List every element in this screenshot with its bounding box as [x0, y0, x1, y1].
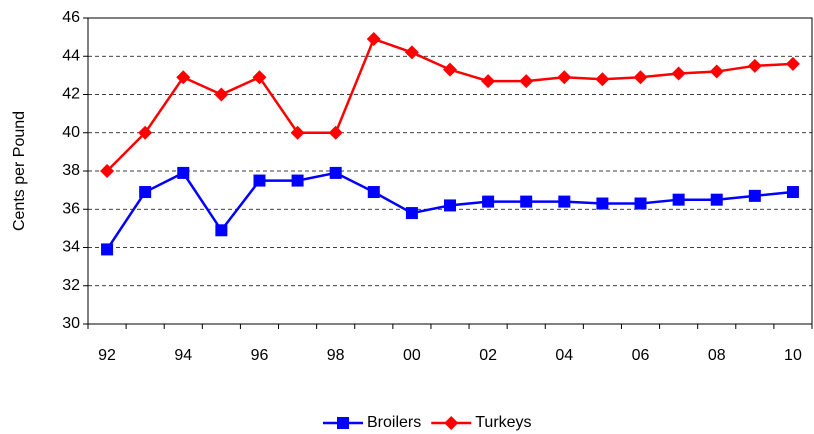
- x-tick-label: 02: [479, 347, 497, 364]
- x-tick-label: 04: [555, 347, 573, 364]
- legend-label: Turkeys: [475, 414, 531, 431]
- data-point: [405, 207, 418, 220]
- data-point: [785, 56, 800, 71]
- x-tick-label: 94: [174, 347, 192, 364]
- data-point: [366, 32, 381, 47]
- y-tick-label: 46: [62, 9, 80, 26]
- data-point: [214, 87, 229, 102]
- data-point: [481, 74, 496, 89]
- data-point: [329, 166, 342, 179]
- y-tick-label: 34: [62, 239, 80, 256]
- data-point: [252, 70, 267, 85]
- series-line: [106, 37, 794, 172]
- data-point: [444, 199, 456, 212]
- data-point: [138, 125, 153, 140]
- data-point: [101, 243, 114, 256]
- x-tick-label: 92: [98, 347, 116, 364]
- data-point: [176, 70, 191, 85]
- data-point: [596, 197, 609, 210]
- data-point: [328, 125, 343, 140]
- y-tick-label: 36: [62, 200, 80, 217]
- data-point: [520, 195, 533, 208]
- x-tick-label: 10: [784, 347, 802, 364]
- data-point: [671, 66, 686, 81]
- y-axis-label: Cents per Pound: [11, 111, 28, 231]
- data-point: [291, 174, 304, 187]
- data-point: [139, 186, 152, 199]
- data-point: [672, 193, 685, 206]
- x-tick-label: 06: [632, 347, 650, 364]
- y-tick-label: 44: [62, 47, 80, 64]
- data-point: [747, 58, 762, 73]
- y-tick-label: 32: [62, 277, 80, 294]
- data-point: [710, 193, 723, 206]
- data-point: [595, 72, 610, 87]
- data-point: [633, 70, 648, 85]
- data-point: [482, 195, 495, 208]
- x-tick-label: 96: [251, 347, 269, 364]
- legend-label: Broilers: [367, 414, 421, 431]
- data-point: [290, 125, 305, 140]
- data-point: [557, 70, 572, 85]
- data-point: [634, 197, 647, 210]
- y-tick-label: 42: [62, 86, 80, 103]
- data-point: [253, 174, 266, 187]
- y-tick-label: 38: [62, 162, 80, 179]
- data-point: [100, 164, 115, 178]
- y-tick-label: 40: [62, 124, 80, 141]
- data-point: [558, 195, 571, 208]
- data-point: [748, 189, 761, 202]
- y-tick-label: 30: [62, 315, 80, 332]
- data-point: [709, 64, 724, 79]
- x-tick-label: 08: [708, 347, 726, 364]
- data-point: [519, 74, 534, 89]
- legend-marker: [444, 416, 459, 430]
- legend-marker: [337, 417, 349, 429]
- data-point: [367, 186, 380, 199]
- data-point: [443, 62, 457, 77]
- plot-frame: [87, 17, 813, 325]
- data-point: [177, 166, 190, 179]
- data-point: [215, 224, 228, 237]
- x-tick-label: 98: [327, 347, 345, 364]
- data-point: [404, 45, 419, 60]
- x-tick-label: 00: [403, 347, 421, 364]
- data-point: [786, 186, 799, 199]
